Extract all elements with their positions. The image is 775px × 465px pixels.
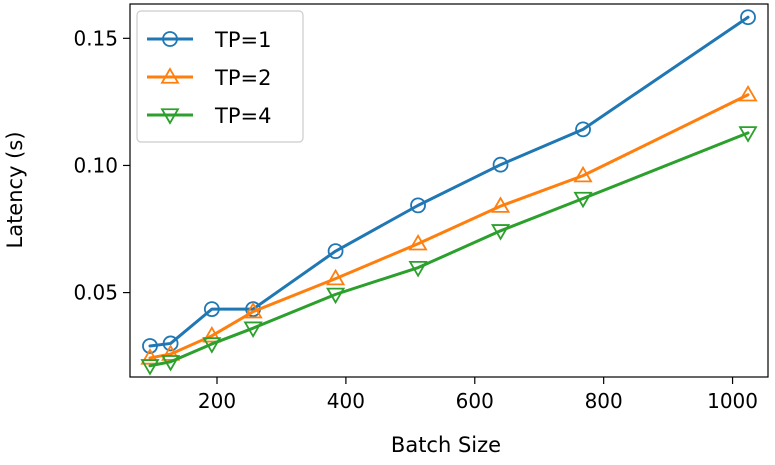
data-point (573, 165, 593, 183)
data-point (738, 126, 758, 143)
y-tick-label: 0.10 (73, 153, 118, 177)
legend-marker (160, 67, 180, 84)
y-axis: 0.05 0.10 0.15 (73, 26, 130, 305)
legend-marker (160, 108, 180, 125)
legend-item-2: TP=2 (147, 66, 271, 90)
legend-label: TP=2 (214, 66, 271, 90)
data-point (142, 338, 158, 354)
x-tick-label: 600 (456, 389, 494, 413)
plot-area (129, 3, 769, 378)
series-3 (140, 126, 758, 376)
y-axis-label: Latency (s) (3, 131, 27, 248)
data-point (410, 197, 426, 214)
y-tick-label: 0.05 (73, 281, 118, 305)
data-point (202, 326, 222, 343)
series-2 (140, 84, 758, 365)
data-point (490, 196, 511, 213)
legend-item-1: TP=1 (147, 28, 271, 52)
data-point (408, 261, 428, 278)
legend-item-3: TP=4 (147, 104, 271, 128)
series-line-3 (148, 131, 750, 368)
data-point (202, 337, 222, 354)
legend-marker (162, 31, 178, 47)
data-point (243, 301, 263, 319)
data-point (203, 301, 220, 318)
axes-frame (129, 3, 769, 378)
data-point (490, 224, 511, 241)
x-tick-label: 400 (327, 389, 365, 413)
data-point (326, 268, 346, 286)
x-tick-label: 1000 (707, 389, 758, 413)
data-point (161, 355, 181, 372)
legend: TP=1 TP=2 TP=4 (136, 10, 304, 143)
data-point (740, 9, 756, 26)
x-tick-label: 800 (585, 389, 623, 413)
x-axis-label: Batch Size (391, 433, 501, 457)
data-point (408, 233, 428, 251)
legend-label: TP=1 (214, 28, 271, 52)
y-tick-label: 0.15 (73, 26, 118, 50)
data-point (161, 344, 181, 361)
data-point (575, 121, 591, 138)
data-point (140, 348, 160, 365)
data-point (492, 156, 509, 173)
series-line-2 (148, 93, 750, 360)
data-point (140, 359, 160, 376)
data-point (327, 243, 344, 260)
data-point (243, 321, 263, 338)
x-tick-label: 200 (198, 389, 236, 413)
series-line-1 (148, 15, 750, 348)
data-point (573, 191, 593, 209)
data-point (162, 335, 179, 352)
data-point (738, 84, 758, 102)
data-point (326, 287, 346, 305)
x-axis: 200 400 600 800 1000 (198, 377, 758, 413)
legend-label: TP=4 (214, 104, 271, 128)
